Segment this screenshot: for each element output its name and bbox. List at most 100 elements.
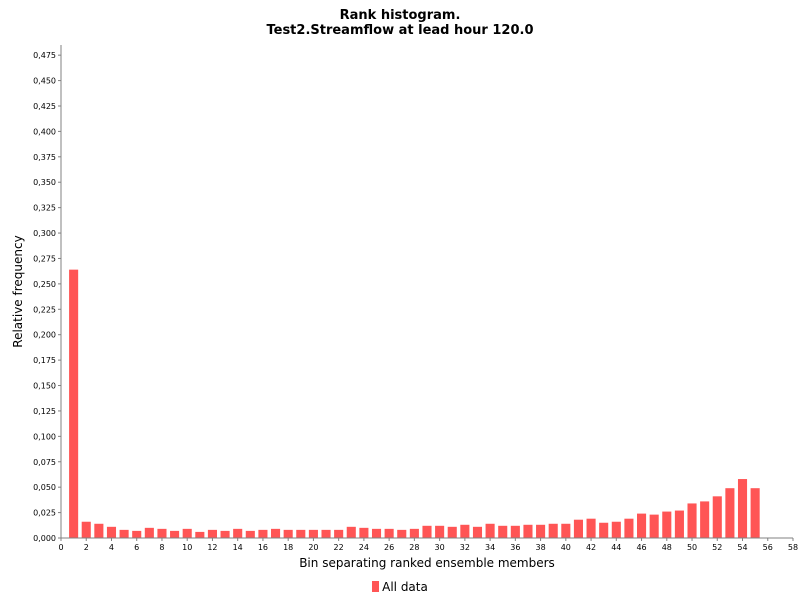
bar <box>258 529 268 538</box>
bar <box>233 528 243 538</box>
bar <box>359 527 369 538</box>
bar <box>611 521 621 538</box>
x-tick-label: 18 <box>283 543 293 552</box>
y-tick-label: 0,025 <box>33 509 56 518</box>
y-tick-label: 0,200 <box>33 331 56 340</box>
x-tick-label: 52 <box>712 543 722 552</box>
bar <box>687 503 697 538</box>
x-tick-label: 42 <box>586 543 596 552</box>
bar <box>510 525 520 538</box>
bar <box>712 496 722 538</box>
y-tick-label: 0,475 <box>33 51 56 60</box>
bar <box>132 530 142 538</box>
x-tick-label: 40 <box>561 543 571 552</box>
legend-swatch <box>372 581 380 592</box>
bar <box>334 529 344 538</box>
bar <box>106 526 117 538</box>
y-tick-label: 0,350 <box>33 178 56 187</box>
bar <box>700 501 710 538</box>
x-tick-label: 26 <box>384 543 394 552</box>
x-tick-label: 28 <box>409 543 419 552</box>
x-axis-label: Bin separating ranked ensemble members <box>299 556 555 570</box>
bar <box>435 525 445 538</box>
bar <box>472 526 483 538</box>
y-tick-label: 0,175 <box>33 356 56 365</box>
bar <box>321 529 331 538</box>
bars-group <box>69 269 760 538</box>
bar <box>170 530 180 538</box>
bar <box>498 525 508 538</box>
x-tick-label: 16 <box>258 543 268 552</box>
x-tick-label: 8 <box>159 543 164 552</box>
x-ticks-group: 0 2 4 6 8 10 12 14 16 18 20 22 24 26 28 30 32 34 36 38 40 42 4… <box>58 538 798 552</box>
x-tick-label: 0 <box>58 543 63 552</box>
x-tick-label: 6 <box>134 543 139 552</box>
bar <box>649 514 659 538</box>
bar <box>624 518 634 538</box>
bar <box>561 523 571 538</box>
y-tick-label: 0,000 <box>33 534 56 543</box>
y-tick-label: 0,100 <box>33 432 56 441</box>
bar <box>144 527 154 538</box>
chart-subtitle: Test2.Streamflow at lead hour 120.0 <box>266 23 534 38</box>
y-tick-label: 0,425 <box>33 102 56 111</box>
bar <box>94 523 104 538</box>
bar <box>245 530 255 538</box>
bar <box>371 528 382 538</box>
x-tick-label: 32 <box>460 543 470 552</box>
bar <box>662 511 672 538</box>
bar <box>182 528 192 538</box>
bar <box>586 518 596 538</box>
y-tick-label: 0,050 <box>33 483 56 492</box>
y-tick-label: 0,150 <box>33 382 56 391</box>
x-tick-label: 20 <box>308 543 318 552</box>
bar <box>750 488 760 538</box>
y-tick-label: 0,275 <box>33 254 56 263</box>
x-tick-label: 44 <box>611 543 621 552</box>
bar <box>523 524 533 538</box>
bar <box>599 522 609 538</box>
legend-label: All data <box>382 580 428 594</box>
y-tick-label: 0,075 <box>33 458 56 467</box>
bar <box>207 529 217 538</box>
x-tick-label: 36 <box>510 543 520 552</box>
x-tick-label: 46 <box>636 543 646 552</box>
y-tick-label: 0,225 <box>33 305 56 314</box>
x-tick-label: 54 <box>737 543 747 552</box>
y-tick-label: 0,325 <box>33 204 56 213</box>
chart-title: Rank histogram. <box>339 8 461 23</box>
bar <box>447 526 457 538</box>
bar <box>737 479 748 538</box>
bar <box>157 528 167 538</box>
y-tick-label: 0,125 <box>33 407 56 416</box>
x-tick-label: 56 <box>763 543 773 552</box>
legend: All data <box>0 580 800 594</box>
bar <box>195 531 205 538</box>
x-tick-label: 24 <box>359 543 369 552</box>
bar <box>220 530 230 538</box>
bar <box>308 529 318 538</box>
bar <box>346 526 356 538</box>
bar <box>460 524 470 538</box>
x-tick-label: 58 <box>788 543 798 552</box>
x-tick-label: 48 <box>662 543 672 552</box>
x-tick-label: 50 <box>687 543 697 552</box>
bar <box>397 529 407 538</box>
y-tick-label: 0,400 <box>33 127 56 136</box>
bar <box>296 529 306 538</box>
x-tick-label: 30 <box>435 543 445 552</box>
x-tick-label: 12 <box>207 543 217 552</box>
bar <box>69 269 79 538</box>
bar <box>409 528 419 538</box>
bar <box>548 523 558 538</box>
y-tick-label: 0,450 <box>33 77 56 86</box>
bar <box>485 523 495 538</box>
x-tick-label: 2 <box>84 543 89 552</box>
bar <box>283 529 293 538</box>
y-tick-label: 0,250 <box>33 280 56 289</box>
x-tick-label: 22 <box>334 543 344 552</box>
x-tick-label: 10 <box>182 543 192 552</box>
y-axis-label: Relative frequency <box>11 235 25 347</box>
x-tick-label: 14 <box>233 543 243 552</box>
